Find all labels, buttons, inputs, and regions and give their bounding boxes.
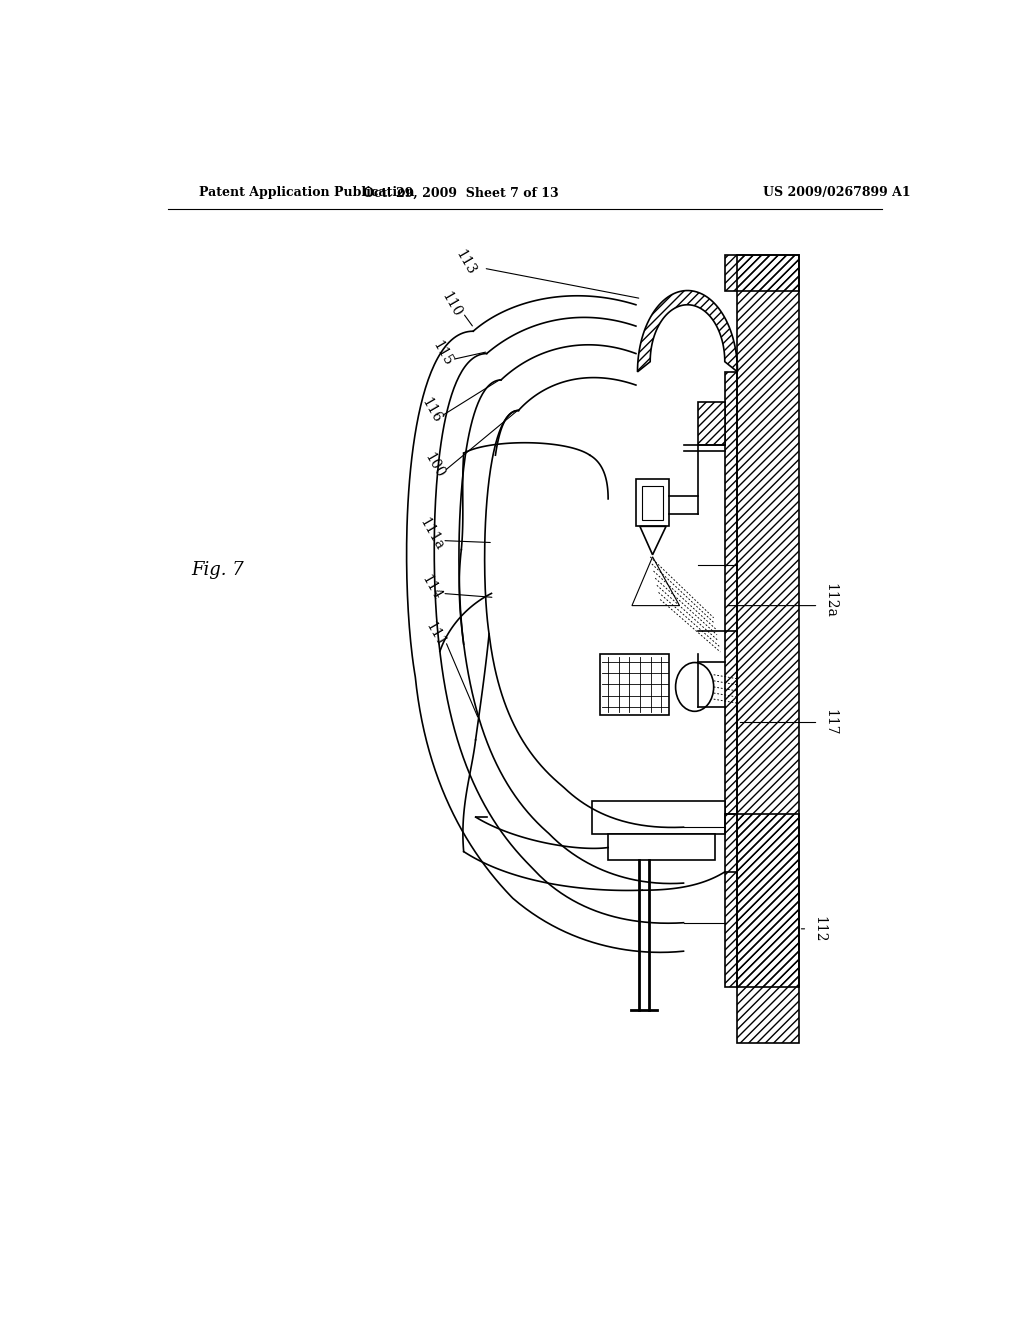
Text: 112: 112 — [812, 916, 826, 942]
Text: 115: 115 — [430, 338, 455, 368]
Text: US 2009/0267899 A1: US 2009/0267899 A1 — [763, 186, 910, 199]
Text: 111a: 111a — [417, 516, 446, 553]
Polygon shape — [592, 801, 725, 834]
Polygon shape — [632, 557, 680, 606]
Polygon shape — [636, 479, 670, 527]
Text: Oct. 29, 2009  Sheet 7 of 13: Oct. 29, 2009 Sheet 7 of 13 — [364, 186, 559, 199]
Text: Fig. 7: Fig. 7 — [191, 561, 245, 579]
Text: 117: 117 — [823, 709, 838, 735]
Text: 112a: 112a — [823, 583, 838, 618]
Text: 116: 116 — [419, 396, 443, 425]
Polygon shape — [608, 834, 715, 859]
Polygon shape — [642, 486, 663, 520]
Text: 114: 114 — [419, 573, 443, 602]
Text: 113: 113 — [453, 247, 478, 277]
Polygon shape — [640, 527, 666, 554]
Text: 111: 111 — [423, 619, 449, 649]
Polygon shape — [600, 655, 670, 715]
Text: 100: 100 — [422, 450, 447, 480]
Text: 110: 110 — [439, 290, 465, 319]
Text: Patent Application Publication: Patent Application Publication — [200, 186, 415, 199]
Polygon shape — [697, 403, 725, 445]
